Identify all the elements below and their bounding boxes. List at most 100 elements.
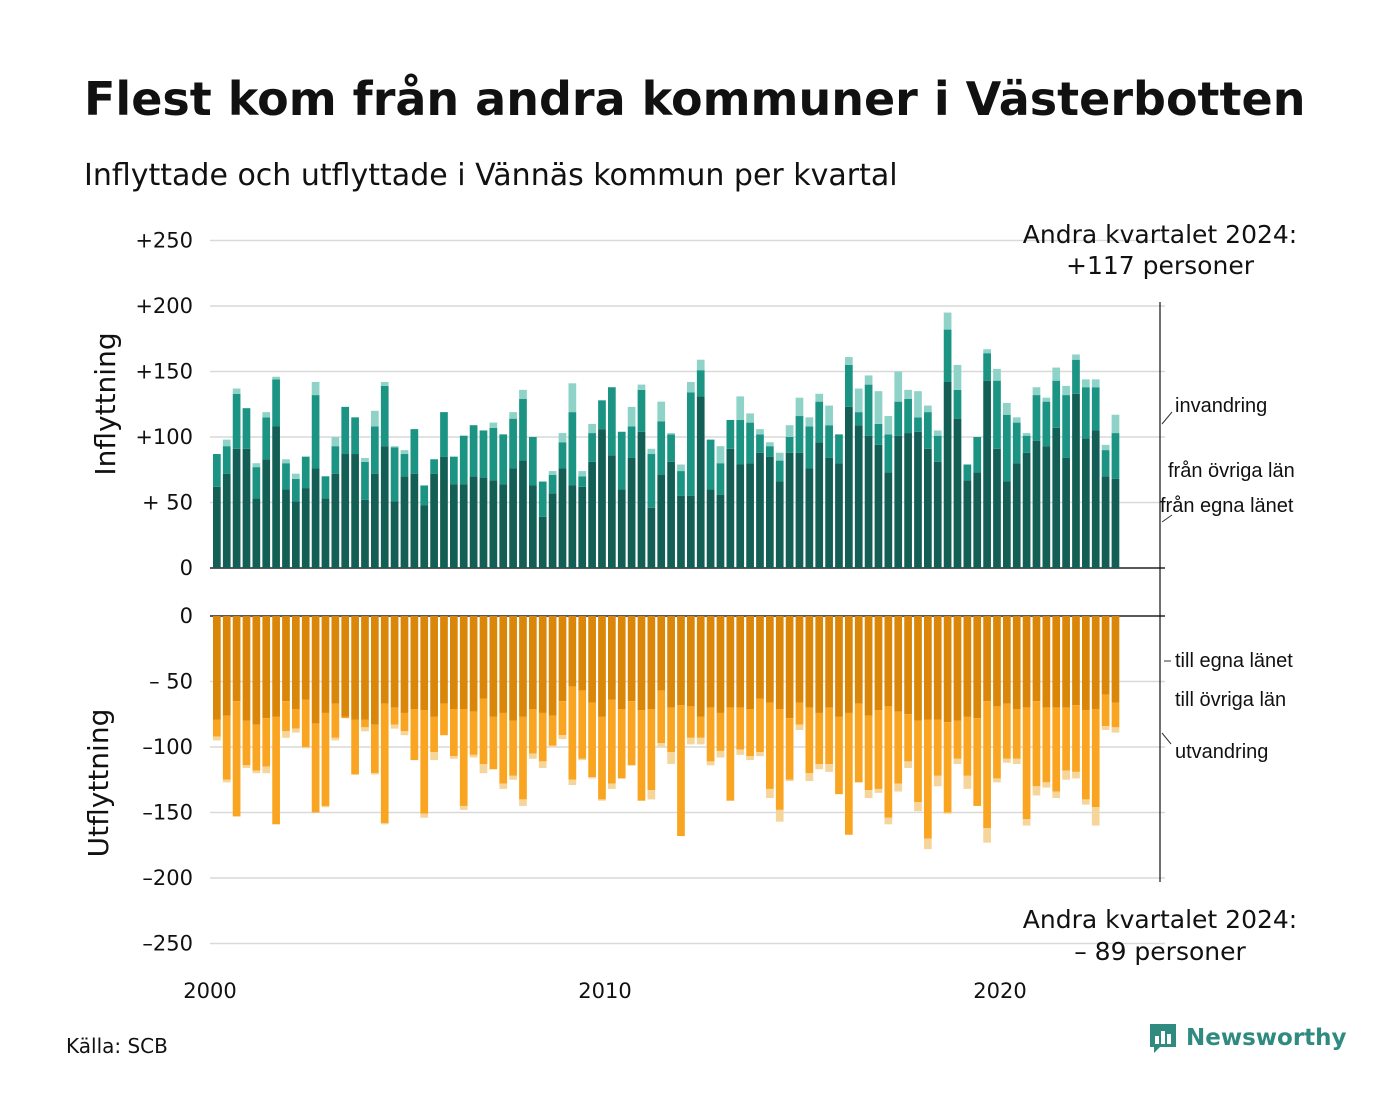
bar-out-other-counties <box>795 702 804 725</box>
bar-in-immigration <box>845 357 853 365</box>
bar-out-own-county <box>766 616 774 703</box>
bar-out-own-county <box>1082 616 1090 711</box>
bar-in-immigration <box>904 389 912 400</box>
x-tick-labels: 2000 2010 2020 <box>183 979 1026 1003</box>
bar-out-other-counties <box>213 719 221 737</box>
bar-in-own-county <box>845 406 853 568</box>
bar-in-immigration <box>568 383 577 413</box>
bar-in-immigration <box>894 371 903 402</box>
bar-out-other-counties <box>1091 709 1100 808</box>
bar-out-emigration <box>262 766 271 774</box>
bar-out-emigration <box>1091 807 1100 826</box>
bar-out-own-county <box>835 616 843 717</box>
bar-in-own-county <box>529 485 537 568</box>
x-tick-label: 2020 <box>973 979 1026 1003</box>
bar-in-other-counties <box>479 430 488 478</box>
bar-in-other-counties <box>311 395 320 469</box>
chart-subtitle: Inflyttade och utflyttade i Vännäs kommu… <box>84 158 898 193</box>
top-y-tick-labels: 0 + 50 +100 +150 +200 +250 <box>135 229 193 581</box>
bar-out-other-counties <box>380 703 389 823</box>
bar-in-immigration <box>825 405 833 426</box>
bar-in-own-county <box>1022 452 1031 568</box>
bar-out-own-county <box>222 616 231 716</box>
bar-out-own-county <box>351 616 359 720</box>
bar-in-immigration <box>993 368 1001 381</box>
bar-out-own-county <box>746 616 754 710</box>
newsworthy-logo[interactable]: Newsworthy <box>1148 1022 1347 1054</box>
bar-in-other-counties <box>933 435 942 462</box>
bar-in-other-counties <box>746 422 754 464</box>
bar-out-other-counties <box>351 719 359 775</box>
bar-out-emigration <box>469 754 478 758</box>
bar-in-own-county <box>331 473 340 568</box>
newsworthy-logo-icon <box>1150 1024 1176 1053</box>
bar-in-immigration <box>637 384 646 390</box>
bottom-y-tick-label: 0 <box>180 604 193 628</box>
bar-in-own-county <box>1082 438 1090 568</box>
bar-in-other-counties <box>598 400 606 430</box>
bar-out-own-county <box>963 616 972 717</box>
bar-in-other-counties <box>410 429 419 474</box>
bar-in-other-counties <box>301 456 310 489</box>
bar-in-own-county <box>805 468 814 568</box>
bar-out-other-counties <box>509 720 517 776</box>
bar-out-other-counties <box>400 712 409 732</box>
bar-in-other-counties <box>519 399 527 461</box>
bar-out-emigration <box>933 775 942 787</box>
bar-out-own-county <box>894 616 903 712</box>
bar-in-other-counties <box>529 437 537 486</box>
bar-out-other-counties <box>252 724 261 771</box>
bar-out-other-counties <box>242 720 251 766</box>
bar-in-own-county <box>578 486 587 568</box>
bar-out-own-county <box>232 616 241 702</box>
bar-in-immigration <box>262 412 271 418</box>
bar-out-emigration <box>1101 726 1110 730</box>
bar-in-own-county <box>538 516 547 568</box>
bar-out-other-counties <box>736 707 745 750</box>
bar-out-emigration <box>657 743 666 747</box>
bar-out-own-county <box>874 616 883 711</box>
bar-in-own-county <box>864 435 873 568</box>
bar-out-own-county <box>617 616 626 710</box>
bar-in-other-counties <box>766 446 774 457</box>
bar-out-other-counties <box>1012 709 1021 759</box>
bar-in-own-county <box>963 480 972 568</box>
bar-in-immigration <box>677 464 685 472</box>
bar-out-other-counties <box>904 714 912 762</box>
bar-in-own-county <box>884 472 893 568</box>
source-note: Källa: SCB <box>66 1034 168 1058</box>
outflow-segment-labels: till egna länet till övriga län utvandri… <box>1161 650 1293 763</box>
bar-in-immigration <box>775 452 784 461</box>
bar-out-emigration <box>222 779 231 783</box>
bar-out-own-county <box>469 616 478 712</box>
bar-out-other-counties <box>489 716 498 770</box>
leader-utvandring <box>1161 732 1172 745</box>
bar-in-own-county <box>983 380 991 568</box>
bar-out-other-counties <box>469 711 478 755</box>
bar-out-other-counties <box>854 703 863 783</box>
bar-in-own-county <box>509 468 517 568</box>
bar-in-own-county <box>993 448 1001 568</box>
bar-out-other-counties <box>914 720 922 803</box>
bar-out-own-county <box>706 616 715 708</box>
bar-out-other-counties <box>1111 702 1120 728</box>
bar-out-emigration <box>647 790 656 800</box>
bar-out-own-county <box>311 616 320 724</box>
bar-out-emigration <box>301 747 310 749</box>
bar-in-other-counties <box>1052 380 1061 428</box>
bar-in-immigration <box>509 412 517 419</box>
bar-out-other-counties <box>943 722 952 813</box>
bar-in-immigration <box>1111 414 1120 434</box>
bar-out-own-county <box>1042 616 1051 708</box>
bar-in-other-counties <box>805 426 814 469</box>
bar-out-own-county <box>519 616 527 717</box>
bar-in-own-county <box>716 494 725 568</box>
bar-out-own-county <box>450 616 458 710</box>
bar-in-other-counties <box>914 417 922 432</box>
bar-out-emigration <box>380 822 389 825</box>
bottom-y-tick-label: –100 <box>142 735 193 759</box>
bar-in-own-county <box>232 448 241 568</box>
bar-in-other-counties <box>222 446 231 474</box>
bar-out-emigration <box>746 756 754 761</box>
bar-in-other-counties <box>943 329 952 382</box>
